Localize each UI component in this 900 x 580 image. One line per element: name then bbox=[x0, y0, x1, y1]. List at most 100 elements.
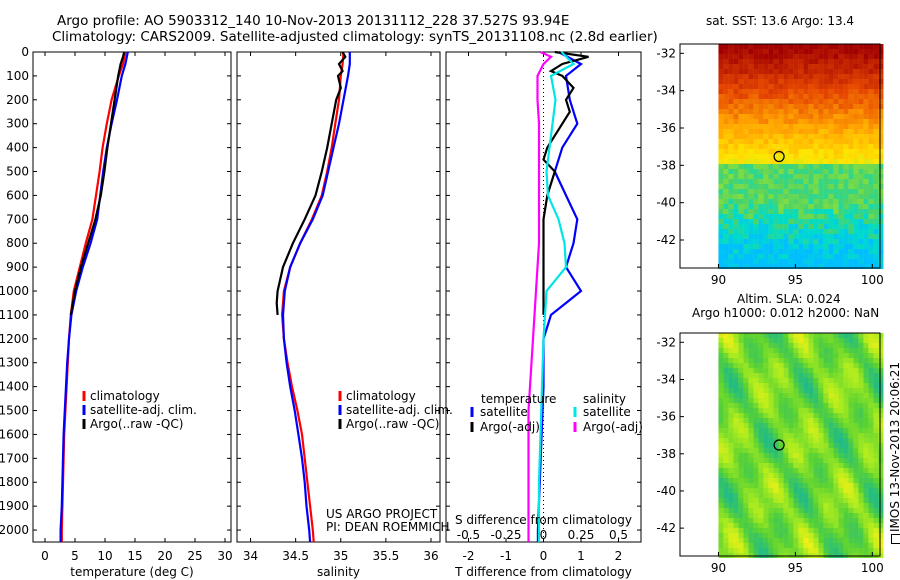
sst-map-cell bbox=[723, 229, 729, 234]
sla-map-cell bbox=[848, 438, 854, 443]
sla-map-cell bbox=[868, 508, 874, 513]
sla-map-cell bbox=[718, 543, 724, 548]
sla-map-cell bbox=[838, 453, 844, 458]
sst-map-cell bbox=[818, 229, 824, 234]
sla-map-cell bbox=[718, 523, 724, 528]
sst-map-cell bbox=[853, 169, 859, 174]
sla-map-cell bbox=[868, 533, 874, 538]
sla-map-cell bbox=[808, 428, 814, 433]
sla-map-cell bbox=[833, 443, 839, 448]
sst-map-cell bbox=[768, 49, 774, 54]
sla-map-cell bbox=[748, 398, 754, 403]
sst-map-cell bbox=[718, 139, 724, 144]
sst-map-cell bbox=[728, 89, 734, 94]
sla-map-cell bbox=[803, 448, 809, 453]
sla-map-cell bbox=[838, 373, 844, 378]
sla-map-cell bbox=[873, 443, 879, 448]
sla-map-cell bbox=[718, 373, 724, 378]
sst-map-cell bbox=[718, 74, 724, 79]
sst-map-cell bbox=[853, 209, 859, 214]
sla-map-cell bbox=[848, 493, 854, 498]
sst-map-cell bbox=[728, 104, 734, 109]
sst-map-cell bbox=[778, 49, 784, 54]
sst-map-cell bbox=[778, 64, 784, 69]
sla-map-cell bbox=[773, 503, 779, 508]
y-tick-label: 1800 bbox=[0, 475, 29, 489]
sst-map-cell bbox=[858, 264, 864, 269]
sst-map-cell bbox=[853, 199, 859, 204]
sla-map-cell bbox=[853, 423, 859, 428]
sst-map-cell bbox=[773, 259, 779, 264]
sla-map-cell bbox=[778, 543, 784, 548]
sst-map-cell bbox=[773, 84, 779, 89]
sst-map-cell bbox=[813, 219, 819, 224]
sla-map-cell bbox=[768, 473, 774, 478]
sst-map-cell bbox=[868, 199, 874, 204]
sla-map-cell bbox=[853, 348, 859, 353]
sla-map-cell bbox=[778, 538, 784, 543]
sst-map-cell bbox=[878, 204, 884, 209]
sst-map-cell bbox=[763, 89, 769, 94]
sla-map-cell bbox=[848, 443, 854, 448]
sla-map-cell bbox=[773, 418, 779, 423]
sst-map-cell bbox=[873, 154, 879, 159]
sla-map-cell bbox=[748, 478, 754, 483]
sst-map-cell bbox=[868, 79, 874, 84]
sla-map-cell bbox=[818, 378, 824, 383]
sla-map-cell bbox=[733, 548, 739, 553]
sla-map-cell bbox=[858, 453, 864, 458]
sla-map-cell bbox=[748, 413, 754, 418]
sst-map-cell bbox=[768, 209, 774, 214]
sla-map-cell bbox=[873, 503, 879, 508]
sst-map-cell bbox=[748, 59, 754, 64]
sst-map-cell bbox=[843, 199, 849, 204]
sla-map-cell bbox=[763, 458, 769, 463]
sla-map-cell bbox=[813, 438, 819, 443]
sla-map-cell bbox=[768, 523, 774, 528]
sst-map-cell bbox=[738, 89, 744, 94]
sst-map-cell bbox=[738, 119, 744, 124]
sla-map-cell bbox=[868, 433, 874, 438]
sla-map-cell bbox=[783, 528, 789, 533]
sla-map-cell bbox=[733, 498, 739, 503]
sla-map-cell bbox=[718, 393, 724, 398]
sst-map-cell bbox=[783, 64, 789, 69]
sla-map-cell bbox=[738, 498, 744, 503]
sst-map-cell bbox=[738, 219, 744, 224]
sst-map-cell bbox=[833, 94, 839, 99]
sla-map-cell bbox=[758, 548, 764, 553]
sla-map-cell bbox=[723, 528, 729, 533]
sla-map-cell bbox=[773, 458, 779, 463]
sla-map-cell bbox=[778, 378, 784, 383]
sst-map-cell bbox=[718, 164, 724, 169]
sla-map-cell bbox=[773, 403, 779, 408]
sst-map-cell bbox=[718, 244, 724, 249]
sst-map-cell bbox=[813, 209, 819, 214]
sst-map-cell bbox=[878, 149, 884, 154]
sst-map-cell bbox=[818, 54, 824, 59]
sst-map-cell bbox=[768, 249, 774, 254]
sst-map-cell bbox=[798, 69, 804, 74]
sst-map-cell bbox=[748, 224, 754, 229]
sst-map-cell bbox=[803, 244, 809, 249]
sst-map-cell bbox=[773, 134, 779, 139]
sst-map-cell bbox=[743, 54, 749, 59]
sla-map-cell bbox=[723, 533, 729, 538]
sla-map-cell bbox=[783, 423, 789, 428]
sst-map-cell bbox=[823, 174, 829, 179]
sla-map-cell bbox=[858, 338, 864, 343]
sla-map-cell bbox=[743, 363, 749, 368]
sla-map-cell bbox=[728, 398, 734, 403]
sst-map-cell bbox=[758, 144, 764, 149]
sla-map-cell bbox=[763, 383, 769, 388]
sla-map-cell bbox=[763, 508, 769, 513]
sla-float-marker bbox=[773, 439, 785, 451]
sla-map-cell bbox=[798, 358, 804, 363]
sst-map-cell bbox=[833, 189, 839, 194]
sla-map-cell bbox=[813, 543, 819, 548]
sla-map-cell bbox=[863, 548, 869, 553]
sla-map-cell bbox=[818, 468, 824, 473]
sst-map-cell bbox=[828, 139, 834, 144]
sla-map-cell bbox=[738, 433, 744, 438]
sla-map-cell bbox=[743, 353, 749, 358]
